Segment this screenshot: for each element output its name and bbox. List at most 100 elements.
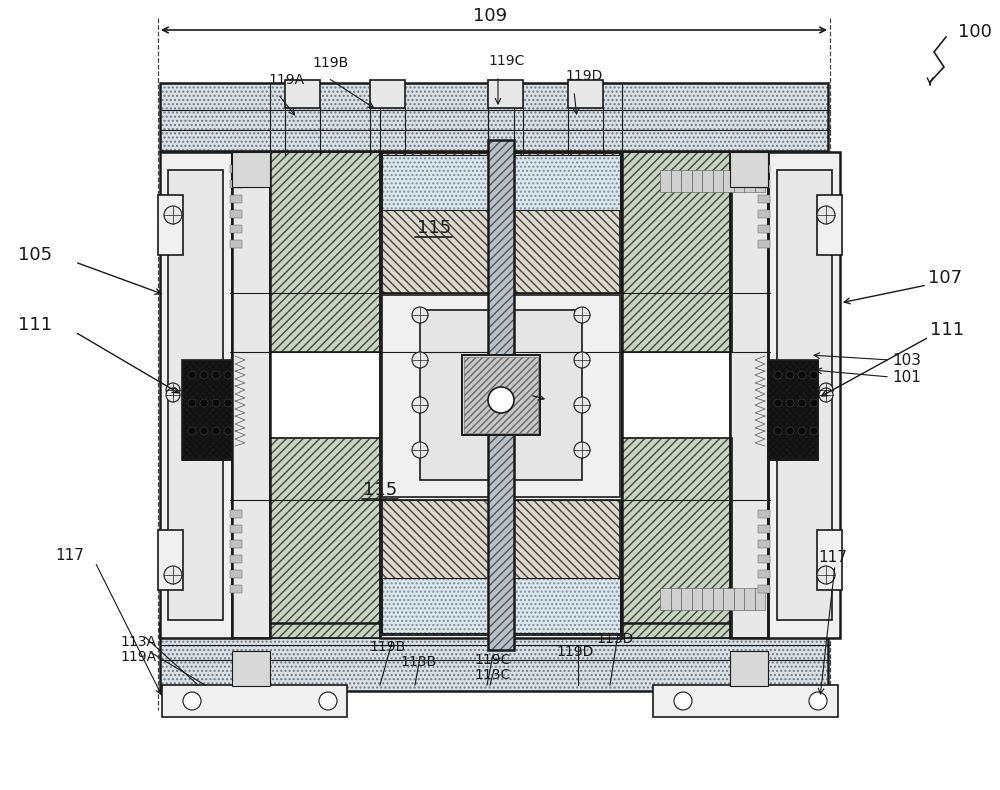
- Bar: [723, 588, 734, 610]
- Bar: [817, 530, 842, 590]
- Bar: [622, 152, 732, 352]
- Circle shape: [774, 399, 782, 407]
- Bar: [488, 140, 514, 650]
- Bar: [270, 152, 380, 352]
- Bar: [382, 500, 620, 635]
- Text: 113A: 113A: [120, 635, 156, 649]
- Bar: [232, 651, 270, 686]
- Bar: [730, 152, 768, 638]
- Bar: [758, 525, 770, 533]
- Text: 119A: 119A: [120, 650, 156, 664]
- Bar: [758, 180, 770, 188]
- Bar: [230, 165, 242, 173]
- Circle shape: [810, 371, 818, 379]
- Bar: [488, 80, 523, 108]
- Bar: [382, 153, 620, 293]
- Bar: [462, 355, 540, 435]
- Bar: [230, 555, 242, 563]
- Circle shape: [810, 399, 818, 407]
- Bar: [230, 195, 242, 203]
- Bar: [660, 170, 670, 192]
- Bar: [681, 170, 692, 192]
- Text: 103: 103: [892, 352, 921, 367]
- Circle shape: [188, 371, 196, 379]
- Bar: [734, 170, 744, 192]
- Text: 115: 115: [363, 481, 397, 499]
- Bar: [681, 588, 692, 610]
- Bar: [622, 438, 732, 638]
- Text: 119D: 119D: [565, 69, 602, 83]
- Text: 113D: 113D: [596, 632, 634, 646]
- Text: 119B: 119B: [312, 56, 348, 70]
- Bar: [233, 153, 269, 637]
- Text: 117: 117: [55, 547, 84, 562]
- Text: 101: 101: [892, 370, 921, 385]
- Bar: [777, 170, 832, 620]
- Circle shape: [810, 427, 818, 435]
- Circle shape: [212, 371, 220, 379]
- Bar: [160, 83, 828, 151]
- Circle shape: [798, 399, 806, 407]
- Bar: [758, 570, 770, 578]
- Circle shape: [574, 397, 590, 413]
- Circle shape: [183, 692, 201, 710]
- Bar: [712, 170, 723, 192]
- Circle shape: [819, 388, 833, 402]
- Circle shape: [574, 442, 590, 458]
- Bar: [285, 80, 320, 108]
- Text: 107: 107: [928, 269, 962, 287]
- Bar: [702, 170, 712, 192]
- Circle shape: [166, 388, 180, 402]
- Text: 119C: 119C: [488, 54, 524, 68]
- Bar: [758, 540, 770, 548]
- Text: 117: 117: [818, 551, 847, 566]
- Circle shape: [212, 427, 220, 435]
- Circle shape: [188, 427, 196, 435]
- Circle shape: [798, 371, 806, 379]
- Bar: [160, 623, 828, 691]
- Bar: [160, 83, 828, 151]
- Bar: [382, 500, 620, 635]
- Bar: [730, 651, 768, 686]
- Bar: [270, 438, 380, 638]
- Bar: [382, 295, 620, 497]
- Circle shape: [412, 307, 428, 323]
- Bar: [382, 155, 620, 210]
- Bar: [230, 210, 242, 218]
- Bar: [622, 152, 732, 352]
- Bar: [464, 357, 538, 433]
- Circle shape: [200, 427, 208, 435]
- Circle shape: [817, 206, 835, 224]
- Bar: [232, 152, 270, 187]
- Bar: [692, 170, 702, 192]
- Bar: [712, 588, 723, 610]
- Bar: [182, 360, 232, 460]
- Bar: [370, 80, 405, 108]
- Bar: [758, 210, 770, 218]
- Circle shape: [574, 352, 590, 368]
- Bar: [670, 588, 681, 610]
- Bar: [230, 180, 242, 188]
- Circle shape: [488, 387, 514, 413]
- Bar: [768, 152, 840, 638]
- Bar: [730, 152, 768, 187]
- Circle shape: [774, 427, 782, 435]
- Text: 119C: 119C: [475, 653, 511, 667]
- Text: 119D: 119D: [556, 645, 594, 659]
- Bar: [230, 570, 242, 578]
- Bar: [230, 525, 242, 533]
- Bar: [380, 152, 622, 638]
- Bar: [817, 195, 842, 255]
- Bar: [230, 585, 242, 593]
- Circle shape: [412, 442, 428, 458]
- Circle shape: [774, 371, 782, 379]
- Bar: [744, 170, 755, 192]
- Bar: [232, 152, 270, 638]
- Circle shape: [200, 399, 208, 407]
- Bar: [160, 623, 828, 691]
- Circle shape: [166, 383, 180, 397]
- Bar: [744, 588, 755, 610]
- Bar: [723, 170, 734, 192]
- Bar: [168, 170, 223, 620]
- Bar: [270, 152, 380, 352]
